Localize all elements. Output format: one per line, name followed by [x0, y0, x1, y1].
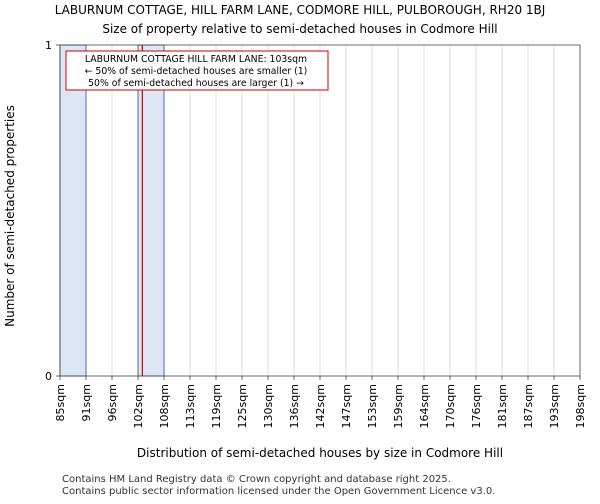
- x-tick-label: 153sqm: [366, 384, 379, 428]
- x-tick-label: 108sqm: [158, 384, 171, 428]
- grid-lines: [85, 45, 555, 376]
- annotation-line-2: ← 50% of semi-detached houses are smalle…: [85, 66, 308, 77]
- x-tick-label: 125sqm: [236, 384, 249, 428]
- x-tick-label: 187sqm: [522, 384, 535, 428]
- y-tick-label: 0: [45, 370, 52, 383]
- x-axis-ticks: 85sqm 91sqm 96sqm 102sqm 108sqm 113sqm 119sqm 1…: [54, 376, 587, 428]
- x-tick-label: 102sqm: [132, 384, 145, 428]
- y-axis-label: Number of semi-detached properties: [3, 105, 17, 327]
- x-tick-label: 164sqm: [418, 384, 431, 428]
- y-tick-label: 1: [45, 39, 52, 52]
- bar: [59, 44, 87, 377]
- annotation-line-1: LABURNUM COTTAGE HILL FARM LANE: 103sqm: [85, 54, 307, 65]
- x-tick-label: 119sqm: [210, 384, 223, 428]
- annotation-frame: [65, 50, 329, 91]
- annotation-box: LABURNUM COTTAGE HILL FARM LANE: 103sqm …: [65, 50, 329, 91]
- x-tick-label: 91sqm: [80, 384, 93, 421]
- x-tick-label: 113sqm: [184, 384, 197, 428]
- chart-title: LABURNUM COTTAGE, HILL FARM LANE, CODMOR…: [55, 3, 546, 17]
- x-tick-label: 198sqm: [574, 384, 587, 428]
- annotation-line-3: 50% of semi-detached houses are larger (…: [88, 78, 304, 89]
- x-tick-label: 176sqm: [470, 384, 483, 428]
- x-tick-label: 130sqm: [262, 384, 275, 428]
- footer-line-2: Contains public sector information licen…: [62, 486, 495, 497]
- x-tick-label: 142sqm: [314, 384, 327, 428]
- y-axis-ticks: 01: [45, 39, 60, 383]
- footer-line-1: Contains HM Land Registry data © Crown c…: [62, 474, 451, 485]
- x-tick-label: 85sqm: [54, 384, 67, 421]
- x-axis-label: Distribution of semi-detached houses by …: [137, 446, 503, 460]
- x-tick-label: 159sqm: [392, 384, 405, 428]
- x-tick-label: 193sqm: [548, 384, 561, 428]
- x-tick-label: 96sqm: [106, 384, 119, 421]
- x-tick-label: 181sqm: [496, 384, 509, 428]
- x-tick-label: 170sqm: [444, 384, 457, 428]
- x-tick-label: 147sqm: [340, 384, 353, 428]
- chart-subtitle: Size of property relative to semi-detach…: [102, 22, 497, 36]
- x-tick-label: 136sqm: [288, 384, 301, 428]
